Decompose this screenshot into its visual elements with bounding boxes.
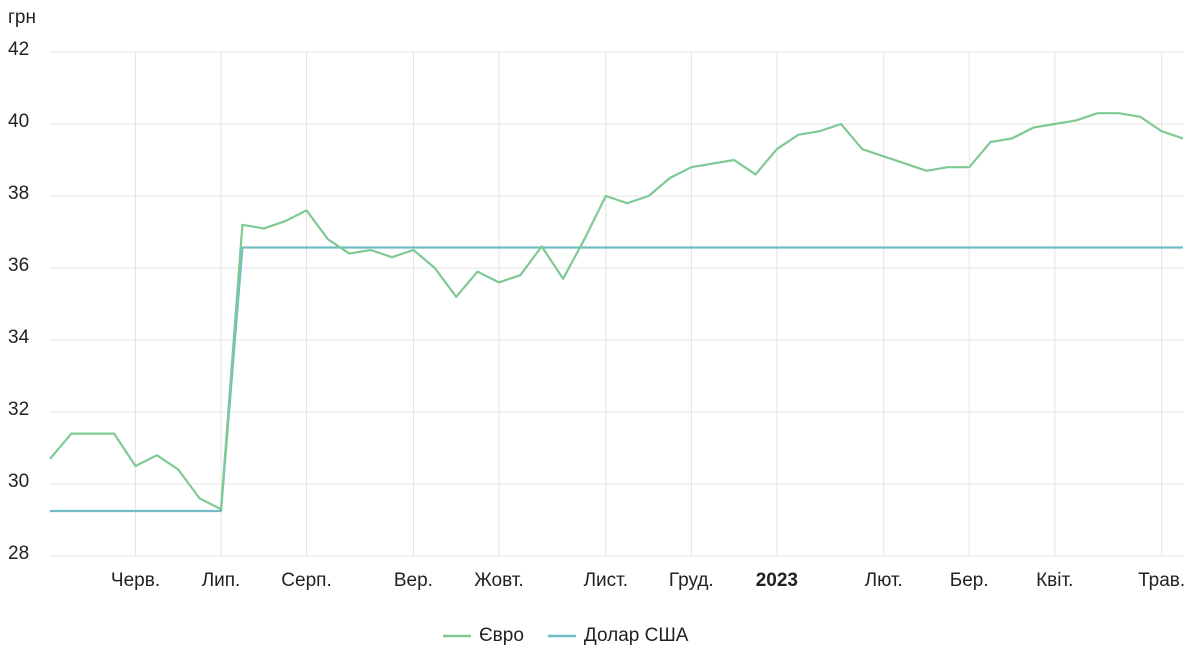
legend-label: Євро [479, 625, 524, 646]
x-tick-label: Лип. [202, 570, 241, 591]
y-tick-label: 34 [8, 327, 30, 348]
x-tick-label: Трав. [1138, 570, 1185, 591]
x-tick-label: Квіт. [1036, 570, 1073, 591]
y-tick-label: 28 [8, 543, 29, 564]
y-tick-label: 40 [8, 111, 29, 132]
x-tick-label: Лют. [865, 570, 903, 591]
x-tick-label: Бер. [950, 570, 989, 591]
series-line [49, 112, 1184, 511]
y-tick-label: 32 [8, 399, 29, 420]
y-tick-label: 42 [8, 39, 29, 60]
y-tick-label: 30 [8, 471, 29, 492]
x-tick-label: Лист. [584, 570, 628, 591]
y-tick-label: 36 [8, 255, 29, 276]
x-tick-label: Вер. [394, 570, 433, 591]
x-tick-label: Груд. [669, 570, 714, 591]
x-tick-label: 2023 [756, 570, 798, 591]
x-tick-label: Жовт. [474, 570, 523, 591]
legend-label: Долар США [584, 625, 689, 646]
x-tick-label: Серп. [281, 570, 331, 591]
series-line [50, 246, 1183, 513]
y-axis-label: грн [8, 7, 36, 28]
x-tick-label: Черв. [111, 570, 160, 591]
y-tick-label: 38 [8, 183, 29, 204]
